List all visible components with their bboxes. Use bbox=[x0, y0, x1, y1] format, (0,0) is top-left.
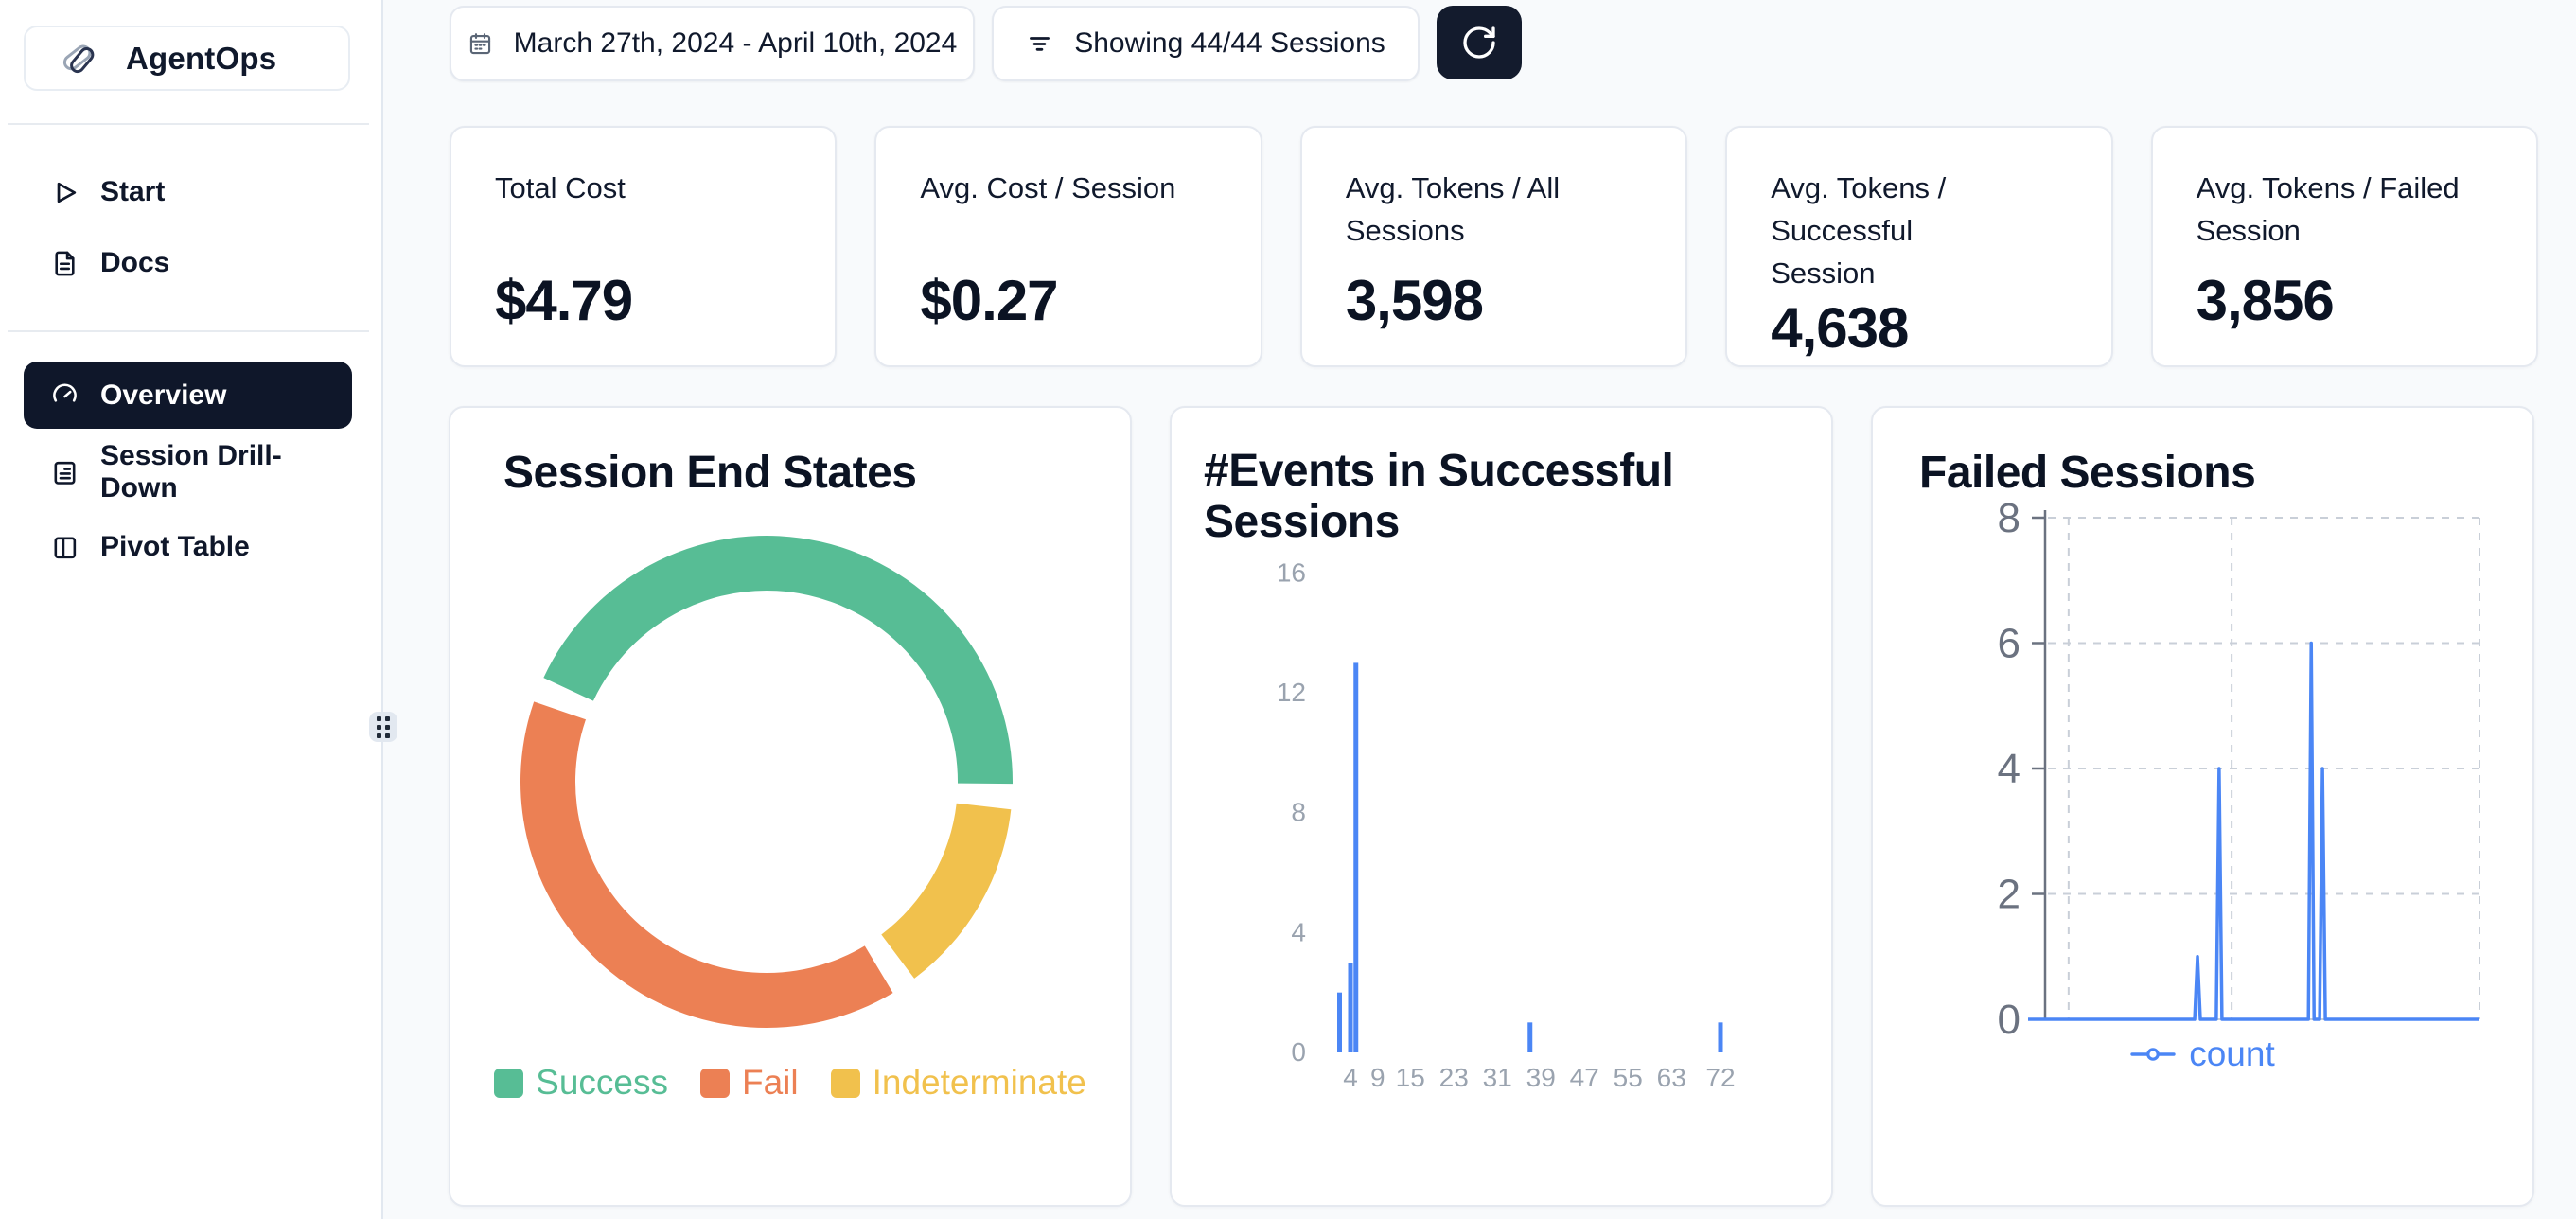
chart-title: #Events in Successful Sessions bbox=[1204, 446, 1674, 547]
legend-swatch-success bbox=[494, 1068, 524, 1098]
line-chart[interactable]: 0 2 4 6 8 bbox=[1873, 408, 2536, 1209]
legend-label: Indeterminate bbox=[872, 1063, 1086, 1102]
stat-label: Avg. Tokens / Failed Session bbox=[2196, 171, 2460, 247]
svg-text:8: 8 bbox=[1291, 798, 1306, 827]
stat-card-total-cost: Total Cost $4.79 bbox=[450, 126, 838, 367]
stat-value: 3,598 bbox=[1345, 269, 1484, 332]
svg-text:9: 9 bbox=[1370, 1063, 1385, 1092]
svg-text:4: 4 bbox=[1998, 746, 2020, 792]
legend-item-fail[interactable]: Fail bbox=[699, 1063, 799, 1103]
stat-card-avg-cost-session: Avg. Cost / Session $0.27 bbox=[874, 126, 1262, 367]
columns-icon bbox=[54, 537, 77, 558]
stat-card-avg-tokens-all: Avg. Tokens / All Sessions 3,598 bbox=[1299, 126, 1688, 367]
stat-value: 4,638 bbox=[1771, 295, 1909, 360]
stats-row: Total Cost $4.79 Avg. Cost / Session $0.… bbox=[450, 126, 2539, 367]
svg-text:15: 15 bbox=[1396, 1063, 1425, 1092]
sessions-filter-label: Showing 44/44 Sessions bbox=[1074, 27, 1385, 59]
calendar-icon bbox=[469, 32, 490, 54]
app-title: AgentOps bbox=[126, 40, 277, 76]
legend-label: Success bbox=[536, 1063, 668, 1102]
svg-text:63: 63 bbox=[1657, 1063, 1686, 1092]
filter-lines-icon bbox=[1030, 36, 1050, 51]
svg-text:12: 12 bbox=[1277, 678, 1306, 707]
events-in-successful-sessions-card: #Events in Successful Sessions 0 4 8 12 16 4 9… bbox=[1170, 406, 1833, 1207]
paperclip-logo-icon bbox=[62, 44, 95, 73]
date-range-button[interactable]: March 27th, 2024 - April 10th, 2024 bbox=[450, 6, 975, 81]
sidebar-item-label: Overview bbox=[100, 379, 227, 411]
sidebar-item-label: Start bbox=[100, 176, 166, 207]
sidebar-item-label: Pivot Table bbox=[100, 531, 250, 562]
sidebar: AgentOps Start Docs Overview bbox=[0, 0, 383, 1219]
svg-text:31: 31 bbox=[1483, 1063, 1512, 1092]
legend-swatch-fail bbox=[699, 1068, 730, 1098]
session-end-states-card: Session End States Success Fail Indeterm… bbox=[449, 406, 1132, 1207]
sidebar-item-label: Session Drill-Down bbox=[100, 440, 282, 504]
sidebar-resize-handle[interactable] bbox=[369, 712, 397, 742]
svg-text:6: 6 bbox=[1998, 621, 2020, 667]
svg-text:4: 4 bbox=[1343, 1063, 1358, 1092]
list-box-icon bbox=[54, 461, 76, 485]
svg-text:47: 47 bbox=[1570, 1063, 1599, 1092]
chart-title: Session End States bbox=[503, 448, 917, 498]
donut-legend: Success Fail Indeterminate bbox=[450, 1063, 1130, 1103]
sessions-filter-button[interactable]: Showing 44/44 Sessions bbox=[992, 6, 1420, 81]
stat-value: $0.27 bbox=[920, 269, 1058, 332]
legend-item-indeterminate[interactable]: Indeterminate bbox=[830, 1063, 1086, 1103]
sidebar-divider bbox=[8, 123, 369, 125]
document-icon bbox=[55, 251, 75, 275]
svg-text:8: 8 bbox=[1998, 495, 2020, 541]
refresh-button[interactable] bbox=[1437, 6, 1522, 80]
play-icon bbox=[57, 182, 77, 203]
stat-card-avg-tokens-failed: Avg. Tokens / Failed Session 3,856 bbox=[2150, 126, 2539, 367]
sidebar-divider bbox=[8, 330, 369, 332]
stat-label: Total Cost bbox=[495, 171, 626, 204]
legend-label: count bbox=[2189, 1034, 2275, 1073]
sidebar-item-start[interactable]: Start bbox=[24, 165, 352, 220]
sidebar-item-pivot-table[interactable]: Pivot Table bbox=[24, 520, 352, 574]
sidebar-item-overview[interactable]: Overview bbox=[24, 362, 352, 429]
donut-chart[interactable] bbox=[450, 408, 1134, 1209]
svg-text:2: 2 bbox=[1998, 872, 2020, 918]
legend-label: Fail bbox=[741, 1063, 799, 1102]
sidebar-item-session-drill-down[interactable]: Session Drill-Down bbox=[24, 440, 352, 504]
chart-title: Failed Sessions bbox=[1919, 448, 2256, 498]
stat-value: 3,856 bbox=[2196, 269, 2335, 332]
svg-text:16: 16 bbox=[1277, 557, 1306, 587]
stat-label: Avg. Tokens / All Sessions bbox=[1345, 171, 1561, 247]
svg-text:4: 4 bbox=[1291, 917, 1306, 946]
stat-card-avg-tokens-successful: Avg. Tokens / Successful Session 4,638 bbox=[1725, 126, 2113, 367]
logo-button[interactable]: AgentOps bbox=[24, 26, 350, 91]
date-range-label: March 27th, 2024 - April 10th, 2024 bbox=[513, 27, 958, 59]
failed-sessions-card: Failed Sessions 0 2 4 6 8 count bbox=[1871, 406, 2534, 1207]
sidebar-item-docs[interactable]: Docs bbox=[24, 236, 352, 291]
stat-label: Avg. Tokens / Successful Session bbox=[1771, 171, 1947, 290]
svg-text:0: 0 bbox=[1291, 1037, 1306, 1067]
legend-swatch-indeterminate bbox=[830, 1068, 860, 1098]
svg-text:0: 0 bbox=[1998, 997, 2020, 1043]
refresh-icon bbox=[1463, 26, 1495, 59]
svg-text:55: 55 bbox=[1614, 1063, 1643, 1092]
svg-text:39: 39 bbox=[1526, 1063, 1556, 1092]
stat-label: Avg. Cost / Session bbox=[920, 171, 1176, 204]
count-series-marker-icon bbox=[2130, 1048, 2176, 1061]
toolbar: March 27th, 2024 - April 10th, 2024 Show… bbox=[450, 6, 1522, 81]
sidebar-item-label: Docs bbox=[100, 247, 170, 278]
gauge-icon bbox=[53, 383, 77, 402]
line-chart-legend[interactable]: count bbox=[1873, 1033, 2532, 1076]
legend-item-success[interactable]: Success bbox=[494, 1063, 668, 1103]
svg-text:23: 23 bbox=[1439, 1063, 1469, 1092]
svg-text:72: 72 bbox=[1705, 1063, 1735, 1092]
stat-value: $4.79 bbox=[495, 269, 633, 332]
